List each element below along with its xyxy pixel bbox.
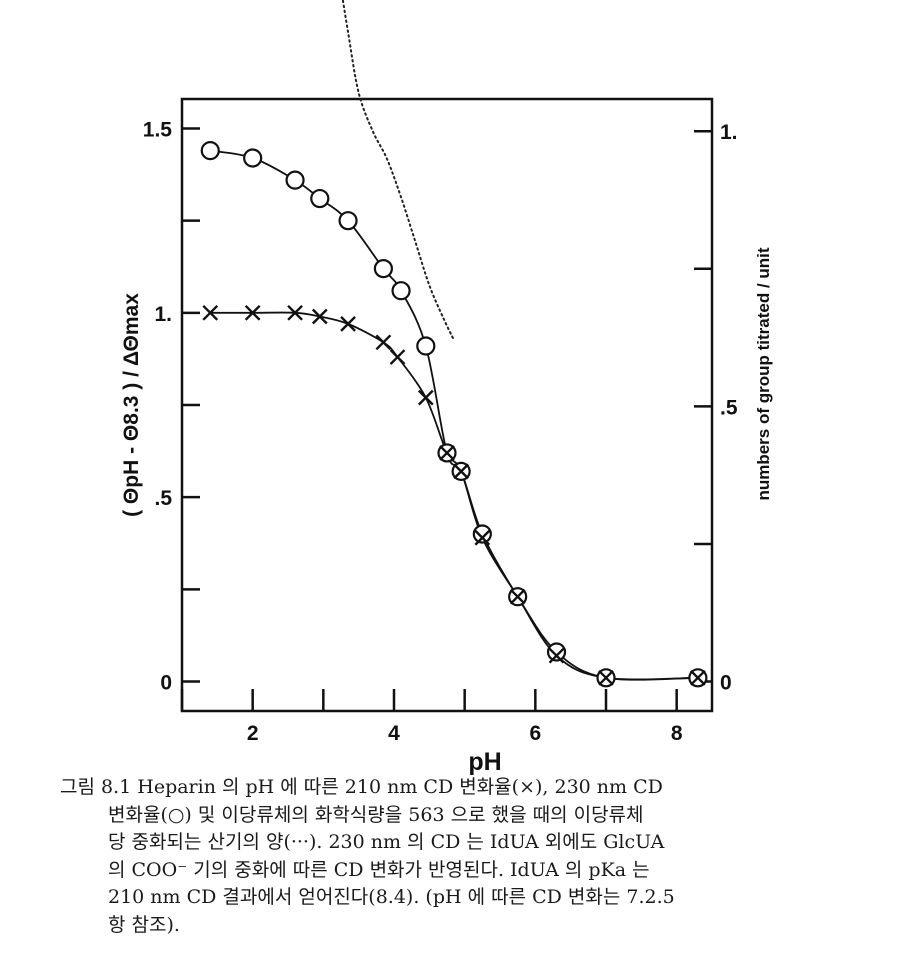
caption-line: 변화율(○) 및 이당류체의 화학식량을 563 으로 했을 때의 이당류체 (108, 803, 644, 826)
caption-line: 항 참조). (108, 913, 180, 936)
cross-marker (439, 445, 455, 461)
y2-axis-label: numbers of group titrated / unit (754, 247, 773, 500)
plot-frame (180, 97, 714, 713)
cross-marker (287, 304, 303, 321)
figure-caption: 그림 8.1 Heparin 의 pH 에 따른 210 nm CD 변화율(×… (60, 774, 880, 939)
x-axis-ticks: 2 4 6 8 (180, 689, 683, 745)
titration-chart: 2 4 6 8 0 .5 1. 1.5 0 .5 1. pH ( ΘpH - Θ8.3 ) / … (120, 0, 773, 775)
circle-marker (200, 141, 220, 161)
caption-line: 의 COO⁻ 기의 중화에 따른 CD 변화가 반영된다. IdUA 의 pKa… (108, 858, 650, 881)
series-markers (200, 141, 708, 688)
cross-marker (375, 334, 392, 351)
dotted-series-line (341, 0, 456, 342)
x-tick-label: 4 (388, 722, 400, 745)
cross-marker (389, 349, 406, 365)
y2-tick-label: 0 (720, 672, 732, 695)
circle-marker (285, 170, 305, 190)
cross-marker (690, 669, 706, 686)
circle-marker (546, 642, 567, 662)
x-tick-label: 6 (529, 722, 541, 745)
circle-series-line (210, 149, 698, 681)
y-axis-ticks: 0 .5 1. 1.5 (143, 118, 200, 695)
circle-marker (338, 211, 358, 231)
circle-marker (373, 258, 393, 279)
circle-marker (243, 148, 263, 168)
circle-marker (310, 188, 330, 209)
y2-axis-ticks: 0 .5 1. (694, 121, 738, 695)
caption-line: 당 중화되는 산기의 양(···). 230 nm 의 CD 는 IdUA 외에… (108, 831, 665, 853)
cross-marker (417, 389, 434, 406)
circle-marker (391, 281, 411, 301)
series-lines (210, 0, 698, 681)
caption-line: 그림 8.1 Heparin 의 pH 에 따른 210 nm CD 변화율(×… (60, 776, 663, 798)
x-tick-label: 2 (247, 722, 259, 745)
y2-tick-label: .5 (720, 396, 738, 419)
cross-marker (340, 316, 356, 332)
cross-marker (474, 529, 491, 546)
cross-marker (598, 669, 614, 686)
cross-marker (311, 308, 328, 325)
x-tick-label: 8 (671, 722, 683, 745)
x-axis-label: pH (468, 748, 501, 775)
cross-marker (509, 588, 526, 605)
cross-marker (453, 463, 469, 480)
caption-line: 210 nm CD 결과에서 얻어진다(8.4). (pH 에 따른 CD 변화… (108, 886, 675, 908)
y2-tick-label: 1. (720, 121, 738, 144)
circle-marker (472, 524, 492, 544)
cross-marker (548, 647, 565, 664)
y-tick-label: .5 (154, 487, 172, 510)
cross-marker (202, 304, 219, 321)
y-axis-label: ( ΘpH - Θ8.3 ) / ΔΘmax (120, 293, 143, 517)
y-tick-label: 1.5 (143, 118, 173, 141)
circle-marker (416, 336, 436, 356)
cross-marker (244, 304, 261, 321)
y-tick-label: 1. (154, 303, 172, 326)
y-tick-label: 0 (160, 672, 172, 695)
cross-series-line (210, 311, 698, 681)
